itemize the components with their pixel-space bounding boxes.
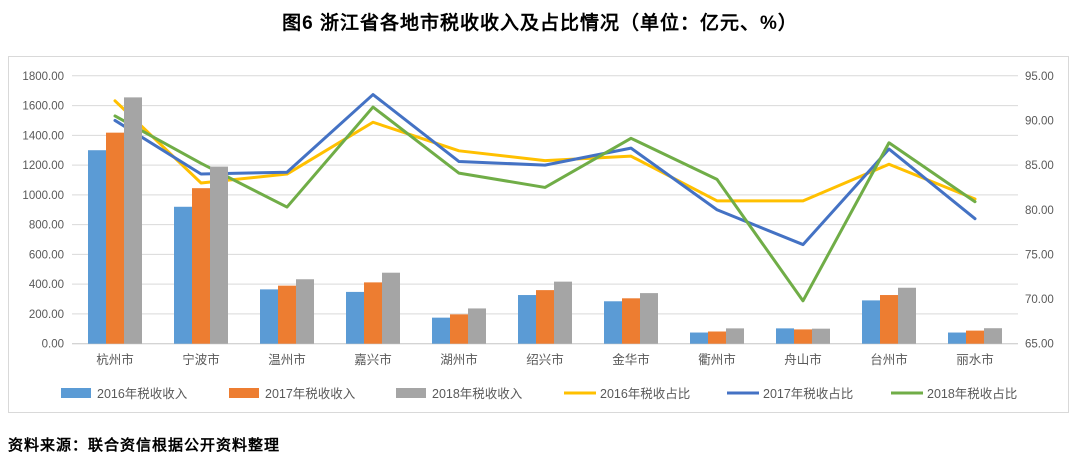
combo-chart-figure: 0.00 200.00 400.00 600.00 800.00 1000.00 1200.… — [8, 56, 1069, 413]
right-axis-tick-label: 80.00 — [1025, 205, 1054, 217]
legend-label: 2017年税收占比 — [763, 386, 853, 401]
left-axis-tick-label: 0.00 — [42, 339, 64, 351]
legend-label: 2018年税收占比 — [927, 386, 1017, 401]
legend-label: 2017年税收收入 — [265, 387, 356, 401]
right-axis-tick-label: 75.00 — [1025, 249, 1054, 261]
left-axis-tick-label: 800.00 — [29, 220, 64, 232]
right-axis-tick-label: 70.00 — [1025, 294, 1054, 306]
bar-2017年税收收入-金华市 — [622, 298, 640, 344]
right-axis-tick-label: 95.00 — [1025, 71, 1054, 83]
bar-2018年税收收入-杭州市 — [124, 97, 142, 344]
bar-2016年税收收入-宁波市 — [174, 206, 192, 344]
line-series-2017年税收占比 — [113, 93, 977, 247]
chart-canvas: 0.00 200.00 400.00 600.00 800.00 1000.00 1200.… — [22, 71, 1054, 401]
right-axis-tick-label: 90.00 — [1025, 115, 1054, 127]
category-label: 舟山市 — [784, 352, 822, 367]
bar-2017年税收收入-台州市 — [880, 295, 898, 344]
bar-2016年税收收入-绍兴市 — [518, 295, 536, 344]
legend-swatch-2017年税收收入 — [229, 388, 259, 398]
bar-2018年税收收入-舟山市 — [812, 328, 830, 344]
bar-2018年税收收入-金华市 — [640, 293, 658, 344]
left-axis-tick-label: 1200.00 — [22, 160, 64, 172]
left-axis-tick-label: 200.00 — [29, 309, 64, 321]
bar-2016年税收收入-台州市 — [862, 300, 880, 344]
category-label: 湖州市 — [440, 352, 478, 367]
bar-2016年税收收入-舟山市 — [776, 328, 794, 344]
bar-2018年税收收入-湖州市 — [468, 308, 486, 344]
legend-label: 2016年税收收入 — [97, 387, 188, 401]
bar-2017年税收收入-湖州市 — [450, 314, 468, 344]
bar-2018年税收收入-温州市 — [296, 279, 314, 344]
bar-2016年税收收入-湖州市 — [432, 317, 450, 344]
bar-2018年税收收入-衢州市 — [726, 328, 744, 344]
bar-2016年税收收入-衢州市 — [690, 332, 708, 344]
bar-2017年税收收入-宁波市 — [192, 188, 210, 344]
legend-swatch-2016年税收收入 — [61, 388, 91, 398]
bar-2017年税收收入-舟山市 — [794, 329, 812, 344]
chart-title: 图6 浙江省各地市税收收入及占比情况（单位：亿元、%） — [282, 13, 798, 34]
left-axis-tick-label: 600.00 — [29, 249, 64, 261]
left-axis-tick-label: 400.00 — [29, 279, 64, 291]
left-axis-tick-label: 1600.00 — [22, 101, 64, 113]
bar-2016年税收收入-金华市 — [604, 301, 622, 344]
bar-2017年税收收入-嘉兴市 — [364, 282, 382, 344]
legend-swatch-2018年税收收入 — [396, 388, 426, 398]
left-axis-tick-label: 1000.00 — [22, 190, 64, 202]
bar-2017年税收收入-衢州市 — [708, 331, 726, 344]
category-label: 温州市 — [268, 352, 306, 367]
legend-label: 2016年税收占比 — [600, 386, 690, 401]
right-axis-tick-label: 65.00 — [1025, 339, 1054, 351]
category-label: 衢州市 — [698, 352, 736, 367]
category-label: 杭州市 — [96, 352, 134, 367]
category-label: 金华市 — [612, 352, 650, 367]
category-label: 绍兴市 — [526, 352, 564, 367]
bar-2017年税收收入-温州市 — [278, 285, 296, 344]
bar-2016年税收收入-温州市 — [260, 289, 278, 344]
bar-2018年税收收入-台州市 — [898, 287, 916, 344]
bar-2017年税收收入-绍兴市 — [536, 290, 554, 344]
bar-2018年税收收入-嘉兴市 — [382, 272, 400, 344]
bar-2017年税收收入-丽水市 — [966, 330, 984, 344]
category-label: 台州市 — [870, 352, 908, 367]
bar-2018年税收收入-绍兴市 — [554, 281, 572, 344]
line-series-2016年税收占比 — [113, 99, 977, 203]
bar-2016年税收收入-杭州市 — [88, 150, 106, 344]
legend-label: 2018年税收收入 — [432, 387, 523, 401]
bar-2018年税收收入-宁波市 — [210, 166, 228, 344]
left-axis-tick-label: 1400.00 — [22, 130, 64, 142]
source-note: 资料来源：联合资信根据公开资料整理 — [8, 437, 281, 454]
category-label: 嘉兴市 — [354, 352, 392, 367]
line-series-2018年税收占比 — [113, 105, 977, 303]
category-label: 宁波市 — [182, 352, 220, 367]
right-axis-tick-label: 85.00 — [1025, 160, 1054, 172]
bar-2016年税收收入-嘉兴市 — [346, 291, 364, 344]
left-axis-tick-label: 1800.00 — [22, 71, 64, 83]
bar-2018年税收收入-丽水市 — [984, 328, 1002, 344]
category-label: 丽水市 — [956, 352, 994, 367]
bar-2017年税收收入-杭州市 — [106, 132, 124, 344]
bar-2016年税收收入-丽水市 — [948, 332, 966, 344]
